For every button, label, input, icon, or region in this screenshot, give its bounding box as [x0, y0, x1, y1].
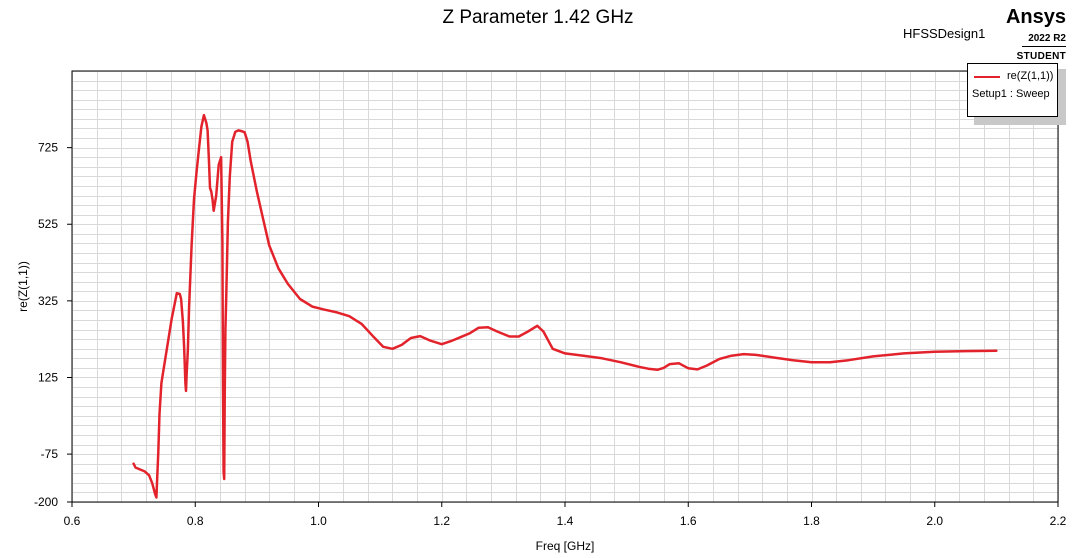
brand-name: Ansys — [1005, 6, 1066, 28]
brand-version: 2022 R2 — [1022, 32, 1066, 47]
design-name: HFSSDesign1 — [903, 26, 986, 41]
legend-series-label: re(Z(1,1)) — [1007, 70, 1054, 82]
x-tick-label: 2.2 — [1050, 514, 1067, 528]
legend-box[interactable]: re(Z(1,1)) Setup1 : Sweep — [967, 63, 1058, 117]
brand-edition: STUDENT — [1016, 51, 1066, 62]
legend-setup-label: Setup1 : Sweep — [972, 88, 1050, 100]
y-tick-label: -75 — [41, 447, 59, 461]
y-tick-label: 725 — [38, 141, 58, 155]
x-axis-title: Freq [GHz] — [536, 539, 595, 553]
brand-block: Ansys 2022 R2 STUDENT — [976, 6, 1066, 62]
x-tick-label: 0.6 — [64, 514, 81, 528]
x-tick-label: 1.6 — [680, 514, 697, 528]
y-tick-label: 525 — [38, 217, 58, 231]
chart-title: Z Parameter 1.42 GHz — [442, 7, 634, 28]
series-line-re-z11[interactable] — [132, 113, 998, 499]
legend-swatch — [974, 76, 1000, 78]
x-tick-label: 2.0 — [926, 514, 943, 528]
x-tick-label: 1.2 — [433, 514, 450, 528]
x-tick-label: 1.8 — [803, 514, 820, 528]
grid — [72, 71, 1059, 503]
y-tick-label: 125 — [38, 370, 58, 384]
x-tick-label: 0.8 — [187, 514, 204, 528]
y-tick-labels: -200 -75 125 325 525 725 — [34, 141, 58, 509]
x-tick-label: 1.0 — [310, 514, 327, 528]
y-tick-label: -200 — [34, 495, 58, 509]
x-tick-labels: 0.6 0.8 1.0 1.2 1.4 1.6 1.8 2.0 2.2 — [64, 514, 1067, 528]
tick-marks — [67, 147, 1059, 507]
y-tick-label: 325 — [38, 294, 58, 308]
y-axis-title: re(Z(1,1)) — [16, 261, 30, 312]
x-tick-label: 1.4 — [557, 514, 574, 528]
